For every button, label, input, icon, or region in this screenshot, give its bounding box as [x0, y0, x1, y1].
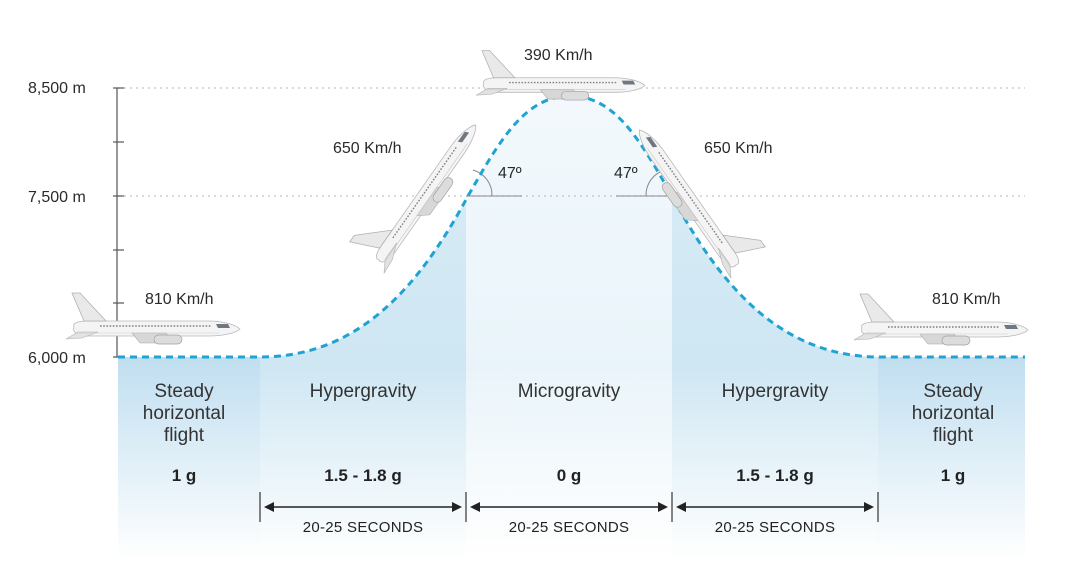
double-arrow-icon [259, 492, 462, 522]
double-arrow-icon [671, 492, 879, 522]
phase-g-value: 1.5 - 1.8 g [736, 466, 813, 485]
phase-steady-right: Steady horizontal flight 1 g [912, 381, 994, 485]
speed-label-top: 390 Km/h [524, 47, 592, 64]
phase-name-line: Hypergravity [722, 381, 829, 402]
phase-name-line: flight [933, 425, 974, 446]
duration-label-micro: 20-25 SECONDS [509, 519, 630, 536]
descent-angle-label: 47º [614, 165, 638, 182]
phase-steady-left: Steady horizontal flight 1 g [143, 381, 225, 485]
phase-hypergravity-right: Hypergravity 1.5 - 1.8 g [722, 381, 829, 485]
phase-name-line: flight [164, 425, 205, 446]
double-arrow-icon [465, 492, 668, 522]
phase-g-value: 1 g [172, 466, 197, 485]
phase-g-value: 0 g [557, 466, 582, 485]
altitude-label-8500: 8,500 m [28, 80, 86, 97]
phase-g-value: 1 g [941, 466, 966, 485]
phase-name-line: horizontal [143, 403, 225, 424]
phase-microgravity: Microgravity 0 g [518, 381, 621, 485]
speed-label-left: 810 Km/h [145, 291, 213, 308]
altitude-label-7500: 7,500 m [28, 189, 86, 206]
climb-angle-marker [466, 169, 522, 197]
hypergravity-region-right [672, 96, 878, 560]
phase-name-line: Hypergravity [310, 381, 417, 402]
duration-label-hyper-right: 20-25 SECONDS [715, 519, 836, 536]
phase-name-line: Steady [154, 381, 214, 402]
steady-region-right [878, 96, 1025, 560]
speed-label-climb: 650 Km/h [333, 140, 401, 157]
phase-g-value: 1.5 - 1.8 g [324, 466, 401, 485]
altitude-axis [113, 87, 124, 358]
speed-label-right: 810 Km/h [932, 291, 1000, 308]
speed-label-descent: 650 Km/h [704, 140, 772, 157]
altitude-label-6000: 6,000 m [28, 350, 86, 367]
duration-label-hyper-left: 20-25 SECONDS [303, 519, 424, 536]
microgravity-region [466, 96, 672, 560]
phase-name-line: Steady [923, 381, 983, 402]
phase-name-line: Microgravity [518, 381, 621, 402]
phase-hypergravity-left: Hypergravity 1.5 - 1.8 g [310, 381, 417, 485]
climb-angle-label: 47º [498, 165, 522, 182]
phase-name-line: horizontal [912, 403, 994, 424]
steady-region-left [118, 96, 260, 560]
